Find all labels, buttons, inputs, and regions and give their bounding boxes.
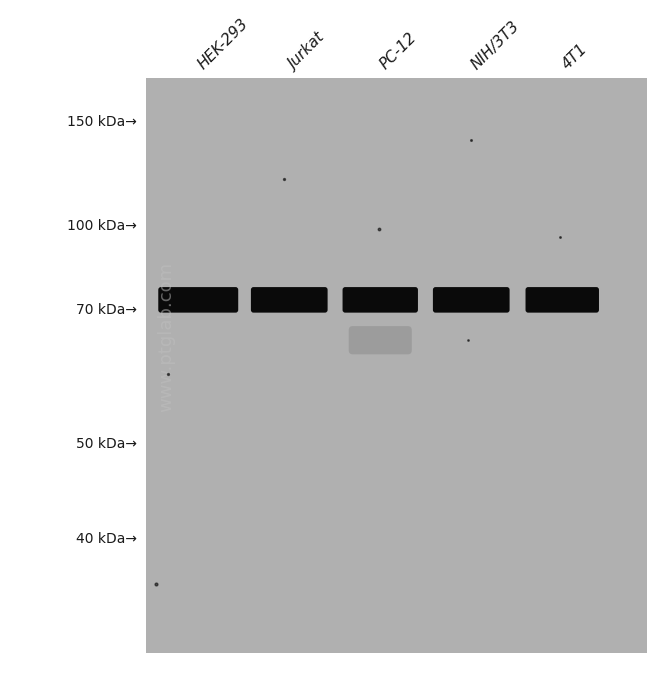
Text: 100 kDa→: 100 kDa→ <box>66 219 136 233</box>
Text: 70 kDa→: 70 kDa→ <box>75 303 136 317</box>
Text: NIH/3T3: NIH/3T3 <box>468 19 522 73</box>
Text: 150 kDa→: 150 kDa→ <box>66 114 136 129</box>
Text: www.ptglab.com: www.ptglab.com <box>157 262 175 412</box>
Text: PC-12: PC-12 <box>377 30 419 73</box>
Text: HEK-293: HEK-293 <box>195 17 251 73</box>
Text: 40 kDa→: 40 kDa→ <box>75 532 136 546</box>
FancyBboxPatch shape <box>525 287 599 313</box>
Text: Jurkat: Jurkat <box>286 30 328 73</box>
FancyBboxPatch shape <box>433 287 510 313</box>
FancyBboxPatch shape <box>348 326 412 354</box>
Text: 50 kDa→: 50 kDa→ <box>75 437 136 452</box>
FancyBboxPatch shape <box>251 287 328 313</box>
FancyBboxPatch shape <box>159 287 238 313</box>
Bar <box>146 78 647 653</box>
Text: 4T1: 4T1 <box>559 42 590 73</box>
FancyBboxPatch shape <box>343 287 418 313</box>
